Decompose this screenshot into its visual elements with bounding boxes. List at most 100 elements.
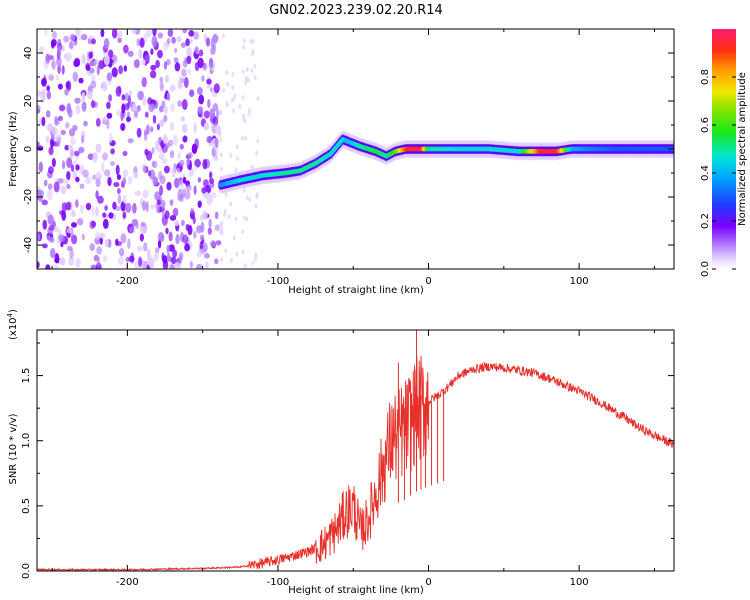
noise-speckle bbox=[155, 59, 160, 69]
noise-speckle bbox=[112, 201, 117, 210]
noise-speckle bbox=[206, 37, 210, 47]
noise-speckle bbox=[169, 84, 176, 92]
noise-speckle bbox=[48, 166, 54, 174]
noise-speckle bbox=[124, 103, 130, 111]
noise-speckle bbox=[171, 256, 177, 265]
noise-speckle bbox=[213, 83, 220, 94]
spectrogram-y-axis-label: Frequency (Hz) bbox=[8, 111, 19, 187]
noise-speckle bbox=[51, 39, 57, 47]
noise-speckle bbox=[155, 195, 163, 203]
noise-speckle bbox=[69, 248, 74, 260]
noise-speckle bbox=[174, 47, 178, 54]
noise-speckle bbox=[87, 38, 92, 45]
snr-marks bbox=[37, 330, 674, 571]
noise-speckle bbox=[104, 169, 111, 177]
noise-speckle bbox=[130, 29, 137, 34]
noise-speckle bbox=[71, 210, 76, 218]
noise-speckle bbox=[235, 144, 239, 150]
noise-speckle bbox=[41, 199, 48, 206]
noise-speckle bbox=[241, 69, 245, 75]
figure-title: GN02.2023.239.02.20.R14 bbox=[269, 3, 443, 18]
noise-speckle bbox=[219, 137, 223, 143]
noise-speckle bbox=[159, 76, 163, 83]
noise-speckle bbox=[193, 165, 198, 171]
noise-speckle bbox=[81, 33, 88, 41]
y-tick-label: 20 bbox=[23, 95, 34, 108]
noise-speckle bbox=[224, 248, 228, 254]
noise-speckle bbox=[117, 194, 122, 204]
noise-speckle bbox=[143, 242, 148, 252]
noise-speckle bbox=[145, 201, 149, 213]
noise-speckle bbox=[53, 181, 60, 193]
noise-speckle bbox=[151, 35, 158, 47]
noise-speckle bbox=[102, 83, 108, 92]
noise-speckle bbox=[170, 122, 175, 131]
y-tick-label: 0.0 bbox=[21, 563, 32, 579]
noise-speckle bbox=[64, 88, 69, 96]
noise-speckle bbox=[66, 157, 73, 168]
noise-speckle bbox=[75, 257, 81, 268]
noise-speckle bbox=[203, 253, 210, 259]
noise-speckle bbox=[54, 253, 60, 264]
x-tick-label: 0 bbox=[425, 276, 431, 287]
y-tick-label: 1.5 bbox=[21, 368, 32, 384]
noise-speckle bbox=[233, 93, 237, 99]
noise-speckle bbox=[202, 210, 208, 221]
noise-speckle bbox=[102, 212, 107, 218]
noise-speckle bbox=[201, 187, 207, 194]
noise-speckle bbox=[70, 164, 75, 172]
noise-speckle bbox=[185, 184, 192, 192]
noise-speckle bbox=[166, 244, 170, 254]
noise-speckle bbox=[75, 104, 81, 115]
noise-speckle bbox=[173, 57, 179, 63]
noise-speckle bbox=[242, 187, 246, 193]
noise-speckle bbox=[63, 35, 70, 43]
noise-speckle bbox=[68, 144, 73, 151]
noise-speckle bbox=[133, 171, 139, 179]
noise-speckle bbox=[42, 219, 48, 230]
noise-speckle bbox=[116, 109, 122, 117]
noise-speckle bbox=[161, 252, 165, 261]
noise-speckle bbox=[136, 105, 141, 112]
y-tick-label: 40 bbox=[23, 47, 34, 60]
noise-speckle bbox=[196, 263, 203, 269]
noise-speckle bbox=[231, 72, 235, 77]
noise-speckle bbox=[227, 214, 231, 220]
noise-speckle bbox=[37, 145, 44, 151]
noise-speckle bbox=[168, 244, 175, 252]
noise-speckle bbox=[158, 119, 165, 127]
noise-speckle bbox=[108, 94, 112, 102]
noise-speckle bbox=[222, 87, 226, 93]
noise-speckle bbox=[130, 252, 134, 262]
noise-speckle bbox=[56, 42, 63, 51]
noise-speckle bbox=[197, 57, 204, 69]
noise-speckle bbox=[178, 159, 185, 167]
noise-speckle bbox=[47, 183, 53, 190]
noise-speckle bbox=[42, 243, 48, 249]
noise-speckle bbox=[62, 177, 69, 185]
noise-speckle bbox=[142, 95, 147, 107]
noise-speckle bbox=[54, 136, 59, 143]
noise-speckle bbox=[156, 123, 160, 131]
noise-speckle bbox=[147, 170, 152, 177]
colorbar-tick-label: 0.6 bbox=[700, 117, 711, 133]
noise-speckle bbox=[123, 65, 128, 72]
noise-speckle bbox=[48, 224, 55, 231]
noise-speckle bbox=[189, 261, 193, 269]
noise-speckle bbox=[253, 63, 257, 69]
noise-speckle bbox=[180, 78, 187, 83]
noise-speckle bbox=[55, 74, 60, 81]
noise-speckle bbox=[127, 175, 133, 185]
noise-speckle bbox=[185, 38, 190, 47]
noise-speckle bbox=[206, 136, 213, 143]
noise-speckle bbox=[150, 64, 157, 71]
noise-speckle bbox=[158, 152, 165, 161]
noise-speckle bbox=[172, 207, 179, 217]
noise-speckle bbox=[57, 48, 62, 58]
noise-speckle bbox=[90, 100, 96, 109]
noise-speckle bbox=[186, 55, 192, 65]
noise-speckle bbox=[202, 62, 207, 70]
colorbar-tick-label: 0.2 bbox=[700, 213, 711, 229]
noise-speckle bbox=[100, 29, 105, 38]
